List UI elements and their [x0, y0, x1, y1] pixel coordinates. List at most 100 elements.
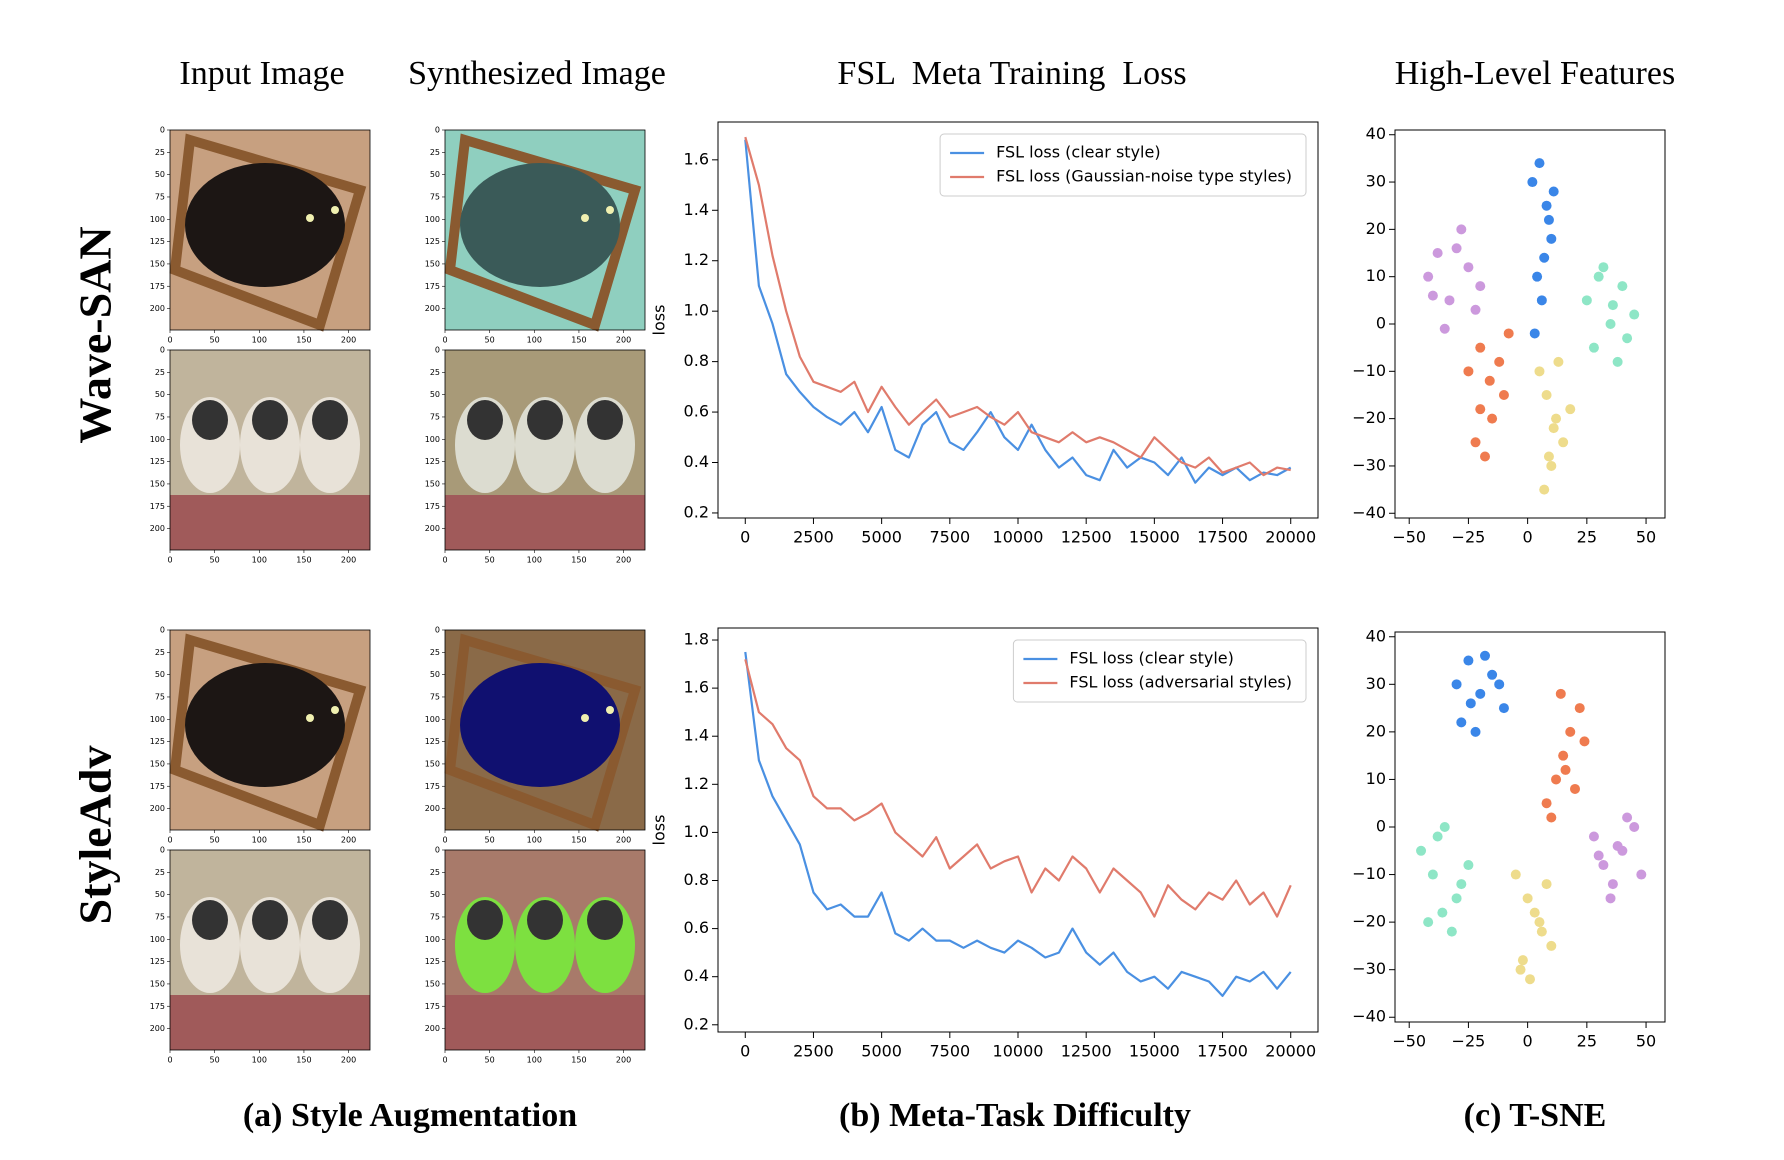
scatter-point: [1532, 271, 1543, 282]
y-tick-label: 125: [425, 457, 440, 466]
y-axis-label: loss: [650, 305, 669, 336]
y-tick-label: 40: [1366, 124, 1386, 143]
y-tick-label: 50: [430, 390, 440, 399]
y-tick-label: 0: [435, 846, 440, 855]
y-tick-label: 0.8: [684, 870, 709, 889]
image-eye: [331, 706, 339, 714]
y-tick-label: 100: [425, 935, 440, 944]
image-face: [527, 400, 563, 440]
scatter-point: [1541, 879, 1552, 890]
scatter-point: [1605, 319, 1616, 329]
y-tick-label: 150: [150, 979, 165, 988]
y-tick-label: 175: [425, 1002, 440, 1011]
line-series: [744, 651, 1292, 997]
scatter-point: [1555, 688, 1566, 699]
image-face: [252, 900, 288, 940]
x-tick-label: 17500: [1197, 1042, 1248, 1061]
y-tick-label: 1.8: [684, 630, 709, 649]
scatter-point: [1463, 262, 1474, 273]
x-tick-label: 25: [1577, 528, 1597, 547]
x-tick-label: 100: [527, 556, 542, 565]
image-face: [527, 900, 563, 940]
x-tick-label: 0: [442, 556, 447, 565]
scatter-point: [1416, 845, 1427, 856]
scatter-point: [1432, 248, 1443, 259]
x-tick-label: 50: [1636, 1032, 1656, 1051]
y-tick-label: 0.4: [684, 966, 709, 985]
y-tick-label: 25: [155, 868, 165, 877]
scatter-point: [1423, 917, 1434, 928]
y-tick-label: 0: [160, 626, 165, 635]
y-tick-label: 200: [425, 804, 440, 813]
scatter-point: [1539, 252, 1550, 263]
scatter-point: [1465, 698, 1476, 709]
scatter-point: [1439, 323, 1450, 334]
y-tick-label: 10: [1366, 266, 1386, 285]
y-tick-label: 175: [150, 502, 165, 511]
y-tick-label: 75: [430, 192, 440, 201]
y-tick-label: 200: [150, 304, 165, 313]
scatter-point: [1622, 333, 1633, 344]
image-panel: 0 50 100 150 200 0 25 50 75 100 125 150 175 200: [150, 626, 371, 845]
x-tick-label: 100: [252, 556, 267, 565]
scatter-point: [1629, 822, 1640, 832]
image-face: [312, 900, 348, 940]
y-tick-label: 0: [435, 346, 440, 355]
scatter-point: [1527, 177, 1538, 188]
image-border: [444, 849, 646, 1051]
legend-label: FSL loss (clear style): [996, 143, 1160, 162]
scatter-point: [1565, 404, 1576, 415]
y-tick-label: 150: [150, 759, 165, 768]
x-tick-label: 50: [485, 556, 495, 565]
x-tick-label: −25: [1452, 1032, 1486, 1051]
x-tick-label: 20000: [1265, 528, 1316, 547]
image-face: [587, 400, 623, 440]
image-subject: [185, 663, 345, 787]
y-tick-label: 25: [155, 148, 165, 157]
scatter-point: [1475, 404, 1486, 415]
scatter-point: [1529, 907, 1540, 918]
y-tick-label: 100: [425, 215, 440, 224]
x-tick-label: 100: [527, 336, 542, 345]
x-tick-label: 0: [167, 336, 172, 345]
scatter-point: [1522, 893, 1533, 904]
x-tick-label: 5000: [861, 528, 902, 547]
y-tick-label: 75: [155, 412, 165, 421]
y-tick-label: 75: [155, 192, 165, 201]
y-tick-label: 125: [150, 737, 165, 746]
scatter-point: [1456, 879, 1467, 890]
x-tick-label: 200: [616, 556, 631, 565]
scatter-point: [1536, 926, 1547, 937]
legend: FSL loss (clear style) FSL loss (adversar…: [1012, 639, 1307, 703]
scatter-point: [1463, 860, 1474, 871]
scatter-point: [1525, 974, 1535, 985]
y-tick-label: 100: [150, 935, 165, 944]
y-tick-label: −20: [1352, 912, 1386, 931]
y-tick-label: 50: [155, 890, 165, 899]
scatter-point: [1475, 281, 1486, 292]
y-tick-label: 20: [1366, 219, 1386, 238]
x-tick-label: 0: [1523, 1032, 1533, 1051]
y-axis-label: loss: [650, 815, 669, 846]
scatter-point: [1439, 822, 1450, 832]
y-tick-label: 1.0: [684, 822, 709, 841]
y-tick-label: −20: [1352, 408, 1386, 427]
x-tick-label: 7500: [929, 528, 970, 547]
y-tick-label: 75: [430, 692, 440, 701]
image-base: [445, 495, 645, 550]
x-tick-label: 200: [341, 336, 356, 345]
x-tick-label: 100: [527, 836, 542, 845]
y-tick-label: 125: [150, 957, 165, 966]
x-tick-label: 50: [210, 336, 220, 345]
scatter-point: [1456, 224, 1467, 235]
x-tick-label: 200: [341, 836, 356, 845]
image-subject: [460, 163, 620, 287]
line-series: [744, 139, 1292, 484]
scatter-point: [1427, 869, 1438, 880]
y-tick-label: 0.6: [684, 402, 709, 421]
scatter-point: [1487, 413, 1498, 424]
y-tick-label: 25: [430, 368, 440, 377]
x-tick-label: 100: [252, 336, 267, 345]
image-base: [445, 995, 645, 1050]
